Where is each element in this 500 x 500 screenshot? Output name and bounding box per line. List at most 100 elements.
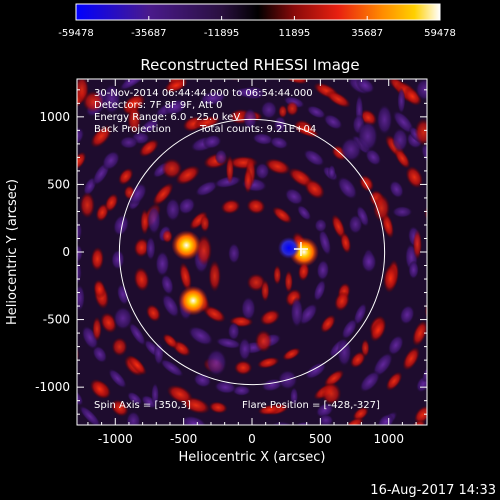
texture-blob bbox=[14, 153, 37, 182]
texture-blob bbox=[246, 273, 266, 292]
texture-blob bbox=[458, 336, 476, 358]
texture-blob bbox=[394, 148, 411, 169]
texture-blob bbox=[340, 232, 352, 254]
texture-blob bbox=[283, 79, 309, 85]
texture-blob bbox=[321, 382, 342, 406]
texture-blob bbox=[119, 79, 145, 91]
texture-blob bbox=[161, 158, 183, 179]
texture-blob bbox=[225, 155, 234, 184]
texture-blob bbox=[452, 251, 465, 275]
texture-blob bbox=[337, 176, 358, 200]
texture-blob bbox=[439, 139, 460, 167]
texture-blob bbox=[402, 346, 420, 371]
texture-blob bbox=[457, 170, 476, 192]
texture-blob bbox=[127, 104, 142, 135]
texture-blob bbox=[28, 294, 44, 322]
sources bbox=[171, 230, 319, 316]
texture-blob bbox=[234, 360, 253, 376]
texture-blob bbox=[415, 375, 427, 393]
texture-blob bbox=[238, 337, 252, 362]
texture-blob bbox=[162, 229, 173, 244]
texture-blob bbox=[264, 158, 291, 175]
colorbar-tick-label: -35687 bbox=[131, 28, 166, 39]
texture-blob bbox=[336, 337, 352, 367]
texture-blob bbox=[323, 113, 343, 130]
texture-blob bbox=[472, 236, 488, 262]
texture-blob bbox=[318, 228, 332, 256]
colorbar-tick-label: 35687 bbox=[351, 28, 383, 39]
texture-blob bbox=[147, 205, 161, 235]
texture-blob bbox=[25, 225, 43, 246]
texture-blob bbox=[473, 268, 491, 296]
texture-blob bbox=[284, 270, 294, 294]
texture-blob bbox=[177, 197, 196, 215]
texture-blob bbox=[42, 392, 67, 419]
texture-blob bbox=[193, 115, 221, 129]
texture-blob bbox=[289, 387, 299, 406]
texture-blob bbox=[315, 402, 334, 418]
texture-blob bbox=[316, 259, 330, 281]
texture-blob bbox=[205, 348, 228, 377]
texture-blob bbox=[383, 264, 398, 293]
texture-blob bbox=[127, 355, 147, 376]
texture-blob bbox=[119, 136, 139, 149]
texture-blob bbox=[310, 476, 335, 496]
texture-blob bbox=[376, 104, 393, 136]
texture-blob bbox=[145, 236, 156, 261]
texture-blob bbox=[437, 175, 457, 204]
texture-blob bbox=[126, 391, 143, 406]
texture-blob bbox=[352, 406, 369, 421]
texture-blob bbox=[290, 296, 304, 328]
texture-blob bbox=[356, 205, 370, 228]
texture-blob bbox=[138, 422, 166, 444]
texture-blob bbox=[181, 415, 208, 425]
texture-blob bbox=[318, 414, 334, 425]
colorbar-tick-label: 11895 bbox=[278, 28, 310, 39]
texture-blob bbox=[412, 229, 422, 260]
texture-blob bbox=[113, 306, 133, 331]
texture-blob bbox=[109, 48, 136, 71]
texture-blob bbox=[260, 279, 270, 302]
x-tick-label: -500 bbox=[170, 432, 197, 446]
texture-blob bbox=[159, 358, 185, 378]
texture-blob bbox=[166, 384, 193, 404]
y-axis-label: Heliocentric Y (arcsec) bbox=[5, 179, 20, 325]
texture-blob bbox=[372, 352, 394, 377]
texture-blob bbox=[92, 345, 108, 364]
texture-blob bbox=[254, 162, 270, 180]
texture-blob bbox=[104, 193, 119, 213]
texture-blob bbox=[268, 466, 288, 484]
texture-blob bbox=[43, 270, 57, 293]
info-spin-axis: Spin Axis = [350,3] bbox=[94, 400, 191, 411]
texture-blob bbox=[161, 293, 180, 318]
x-axis-label: Heliocentric X (arcsec) bbox=[179, 450, 326, 465]
texture-blob bbox=[39, 391, 62, 414]
texture-blob bbox=[123, 464, 153, 486]
texture-blob bbox=[428, 245, 439, 265]
texture-blob bbox=[77, 388, 84, 407]
texture-blob bbox=[331, 214, 346, 239]
texture-blob bbox=[209, 491, 230, 500]
texture-blob bbox=[90, 125, 112, 148]
texture-blob bbox=[208, 260, 221, 292]
flare-marker-cross bbox=[293, 242, 308, 256]
texture-blob bbox=[22, 232, 39, 263]
texture-blob bbox=[278, 104, 288, 119]
texture-blob bbox=[304, 179, 325, 199]
texture-blob bbox=[110, 249, 125, 270]
plot-title: Reconstructed RHESSI Image bbox=[140, 56, 359, 74]
image-area bbox=[14, 48, 491, 500]
texture-blob bbox=[77, 151, 87, 170]
texture-blob bbox=[415, 79, 427, 101]
texture-blob bbox=[194, 180, 219, 197]
texture-blob bbox=[116, 283, 130, 306]
texture-blob bbox=[164, 79, 188, 93]
texture-blob bbox=[165, 197, 181, 222]
info-flare-position: Flare Position = [-428,-327] bbox=[242, 400, 380, 411]
colorbar-tick-label: -11895 bbox=[204, 28, 239, 39]
texture-blob bbox=[160, 273, 174, 296]
texture-blob bbox=[111, 337, 128, 357]
x-tick-label: 0 bbox=[248, 432, 256, 446]
texture-blob bbox=[16, 337, 37, 361]
